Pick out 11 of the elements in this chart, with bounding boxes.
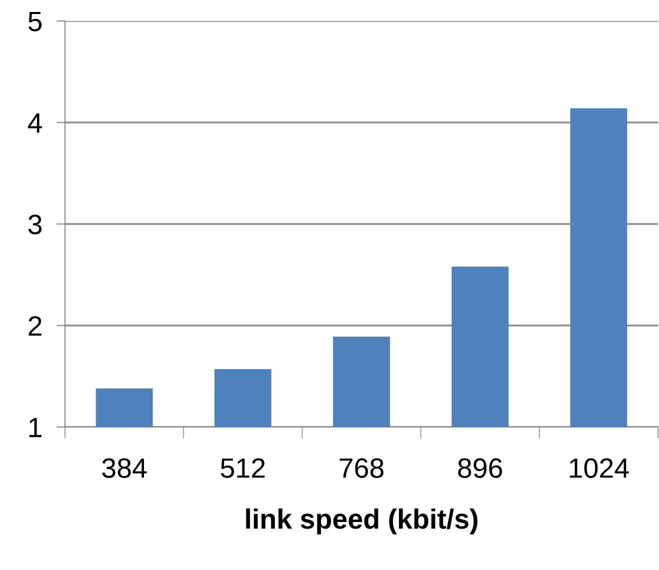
y-tick-label: 1 xyxy=(29,418,42,438)
x-tick-label: 512 xyxy=(220,458,265,478)
x-tick-label: 896 xyxy=(458,458,502,478)
y-tick-label: 5 xyxy=(28,12,42,32)
y-tick-label: 4 xyxy=(28,113,42,133)
x-tick-label: 1024 xyxy=(570,458,629,478)
y-tick-label: 3 xyxy=(28,214,42,234)
x-tick-label: 768 xyxy=(340,458,384,478)
x-axis-title: link speed (kbit/s) xyxy=(246,508,478,534)
y-tick-label: 2 xyxy=(28,316,42,336)
x-tick-label: 384 xyxy=(102,458,147,478)
